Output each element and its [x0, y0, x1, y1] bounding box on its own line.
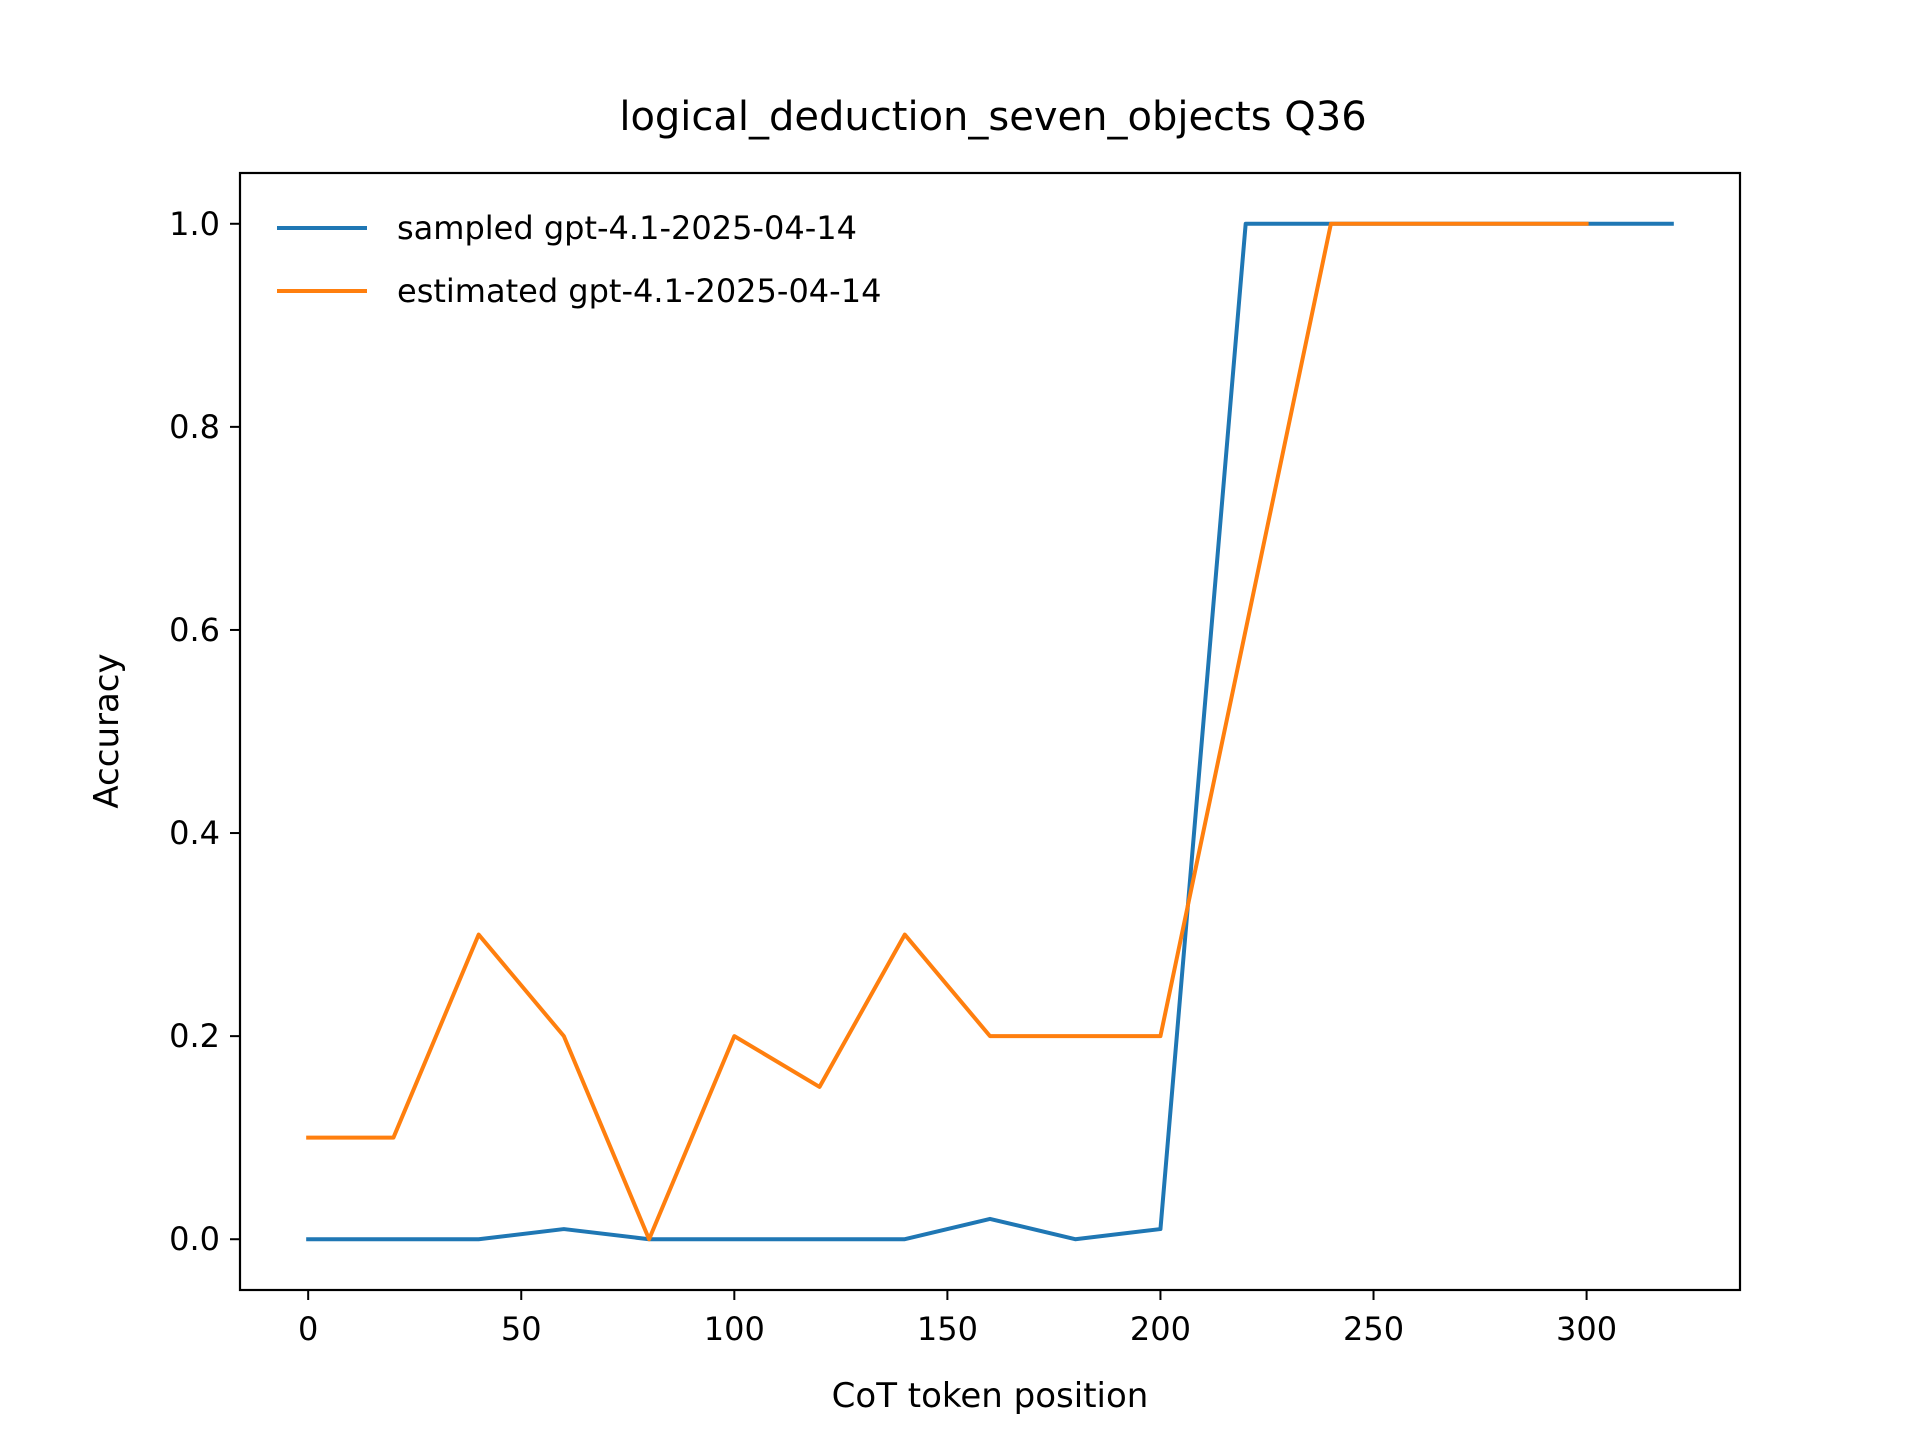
- series-line-1: [306, 221, 1589, 1242]
- series-layer: [306, 221, 1674, 1242]
- x-axis-label: CoT token position: [832, 1376, 1149, 1416]
- x-tick-label: 100: [704, 1310, 765, 1348]
- y-tick-label: 1.0: [169, 205, 220, 243]
- x-axis-ticks: 0 50 100 150 200 250 300: [298, 1290, 1617, 1348]
- x-tick-label: 150: [917, 1310, 978, 1348]
- y-tick-label: 0.2: [169, 1017, 220, 1055]
- y-tick-label: 0.4: [169, 814, 220, 852]
- y-tick-label: 0.8: [169, 408, 220, 446]
- legend: sampled gpt-4.1-2025-04-14 estimated gpt-…: [277, 209, 881, 310]
- x-tick-label: 50: [501, 1310, 542, 1348]
- y-tick-label: 0.0: [169, 1220, 220, 1258]
- chart-title: logical_deduction_seven_objects Q36: [619, 94, 1366, 140]
- y-axis-ticks: 0.0 0.2 0.4 0.6 0.8 1.0: [169, 205, 240, 1258]
- legend-label-0: sampled gpt-4.1-2025-04-14: [397, 209, 857, 247]
- legend-label-1: estimated gpt-4.1-2025-04-14: [397, 272, 881, 310]
- x-tick-label: 200: [1130, 1310, 1191, 1348]
- y-axis-label: Accuracy: [87, 653, 127, 808]
- y-tick-label: 0.6: [169, 611, 220, 649]
- x-tick-label: 0: [298, 1310, 318, 1348]
- x-tick-label: 250: [1343, 1310, 1404, 1348]
- plot-frame: [238, 171, 1742, 1292]
- x-tick-label: 300: [1556, 1310, 1617, 1348]
